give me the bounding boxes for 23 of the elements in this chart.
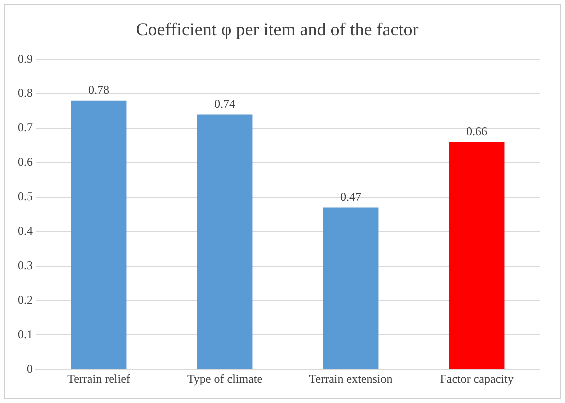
data-label: 0.74: [214, 96, 236, 111]
bar: [449, 142, 505, 370]
y-tick-label: 0.8: [18, 86, 33, 100]
y-tick-label: 0: [27, 362, 33, 376]
x-tick-label: Type of climate: [187, 372, 263, 386]
y-tick-label: 0.9: [18, 52, 33, 66]
data-label: 0.78: [88, 83, 110, 98]
y-tick-label: 0.3: [18, 258, 33, 272]
x-tick-label: Terrain relief: [68, 372, 130, 386]
y-tick-label: 0.5: [18, 190, 33, 204]
data-label: 0.66: [466, 124, 488, 138]
y-tick-label: 0.2: [18, 292, 33, 307]
chart-title: Coefficient φ per item and of the factor: [136, 20, 419, 40]
y-tick-label: 0.4: [18, 224, 33, 238]
y-tick-label: 0.1: [18, 327, 33, 342]
x-tick-label: Terrain extension: [309, 372, 393, 386]
y-tick-label: 0.7: [18, 120, 33, 135]
x-tick-label: Factor capacity: [440, 372, 514, 386]
bar: [197, 114, 253, 370]
bar: [323, 208, 379, 370]
bar: [71, 100, 127, 370]
y-tick-label: 0.6: [18, 155, 33, 170]
data-label: 0.47: [340, 190, 362, 204]
